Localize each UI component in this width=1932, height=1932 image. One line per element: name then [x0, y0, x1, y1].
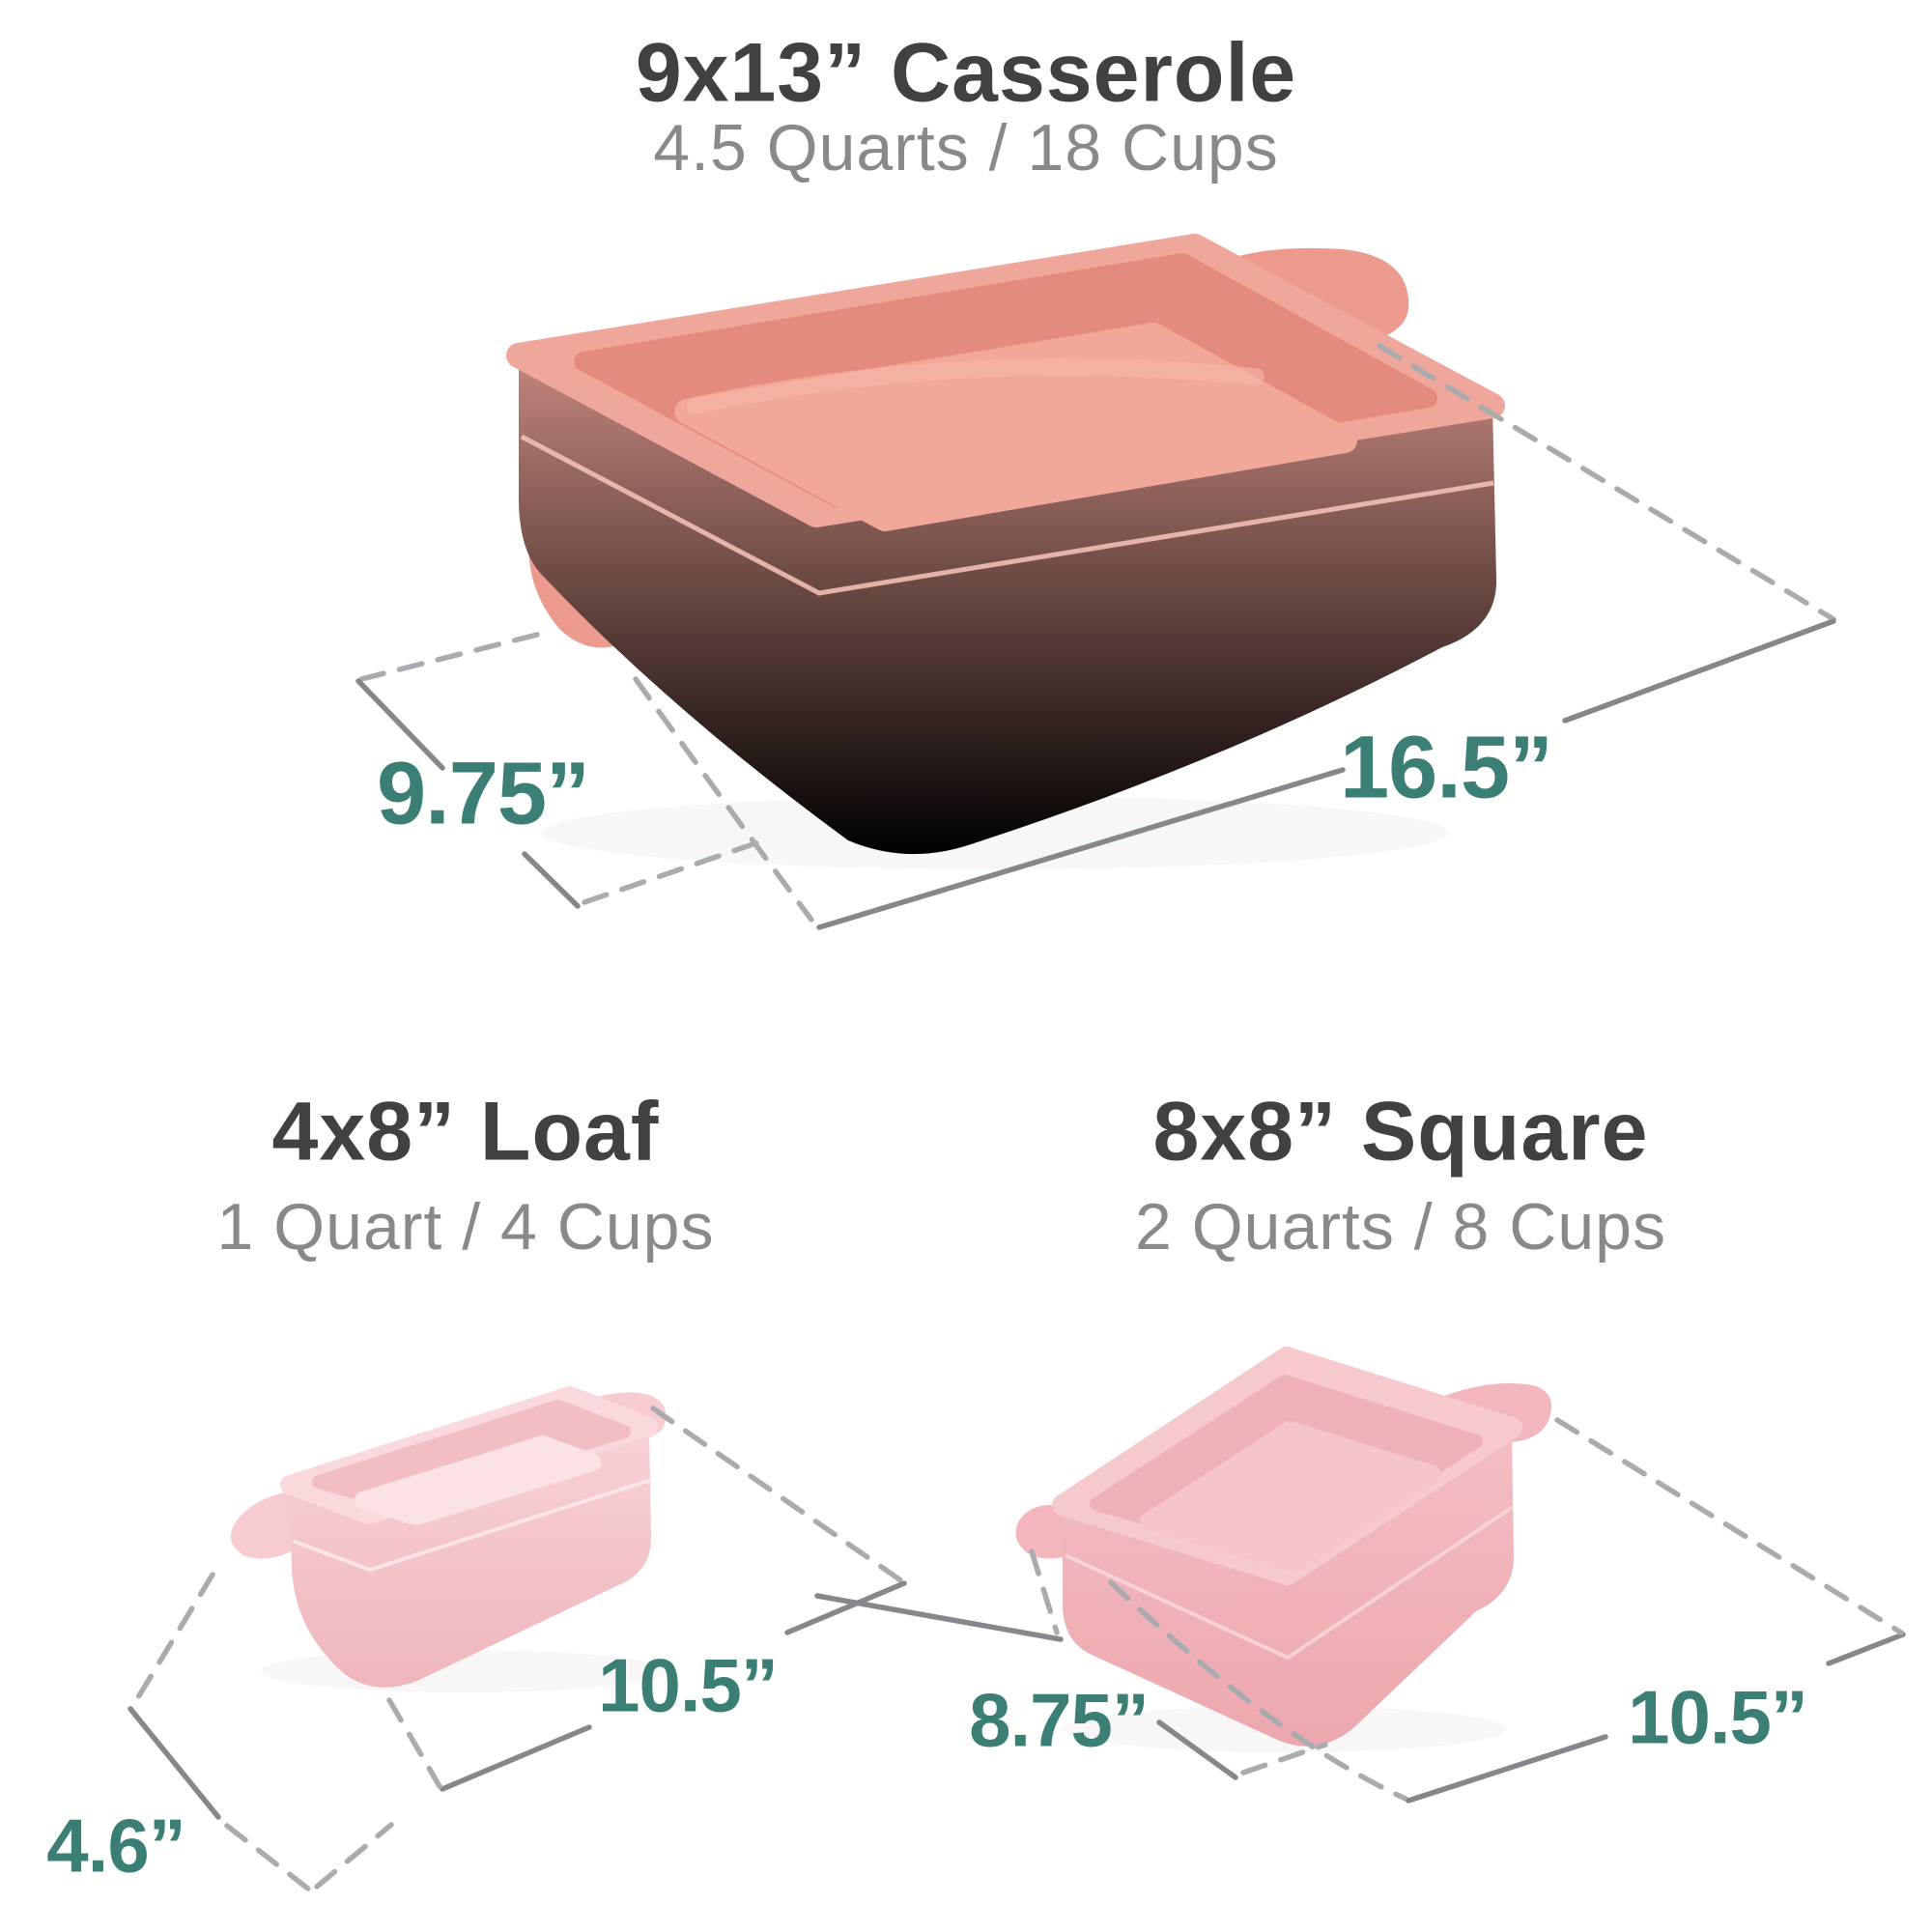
square-subtitle: 2 Quarts / 8 Cups — [1135, 1190, 1666, 1264]
loaf-front-extension-dash-left — [386, 1697, 442, 1789]
casserole-dimension-lines — [355, 343, 1836, 930]
loaf-dimension-lines — [128, 1406, 907, 1892]
loaf-side-dimension-dash-lower — [224, 1823, 312, 1892]
square-front-extension-dash-right — [1554, 1417, 1904, 1635]
loaf-side-extension-dash-top — [129, 1572, 215, 1710]
square-dimension-lines — [814, 1417, 1906, 1804]
square-rim-groove — [1065, 1505, 1515, 1661]
square-side-dimension-label: 8.75” — [969, 1677, 1150, 1763]
casserole-side-dimension-label: 9.75” — [376, 744, 590, 843]
square-front-dimension-label: 10.5” — [1628, 1674, 1808, 1760]
loaf-front-dimension-label: 10.5” — [598, 1642, 779, 1728]
loaf-dish-illustration — [230, 1386, 667, 1692]
square-side-dimension-line-upper — [814, 1593, 1064, 1642]
casserole-floor-highlight — [687, 358, 1264, 414]
casserole-side-dimension-line-upper — [355, 678, 445, 771]
casserole-front-dimension-line-left — [816, 767, 1346, 930]
casserole-front-dimension-label: 16.5” — [1339, 718, 1553, 817]
square-front-dimension-line-right — [1826, 1632, 1906, 1666]
loaf-side-dimension-label: 4.6” — [46, 1803, 185, 1889]
casserole-front-extension-dash-left — [633, 676, 814, 923]
casserole-title: 9x13” Casserole — [635, 26, 1297, 120]
loaf-front-dimension-line-right — [784, 1580, 907, 1635]
square-dish-illustration — [1015, 1347, 1551, 1752]
loaf-rim-groove — [292, 1478, 652, 1573]
casserole-side-dimension-line-lower — [522, 851, 581, 909]
loaf-title: 4x8” Loaf — [271, 1085, 660, 1179]
casserole-front-dimension-line-right — [1562, 618, 1836, 724]
loaf-subtitle: 1 Quart / 4 Cups — [216, 1190, 715, 1264]
square-cavity-floor — [1140, 1421, 1441, 1573]
casserole-front-extension-dash-right — [1377, 343, 1836, 622]
square-side-extension-dash-handle — [1029, 1548, 1060, 1635]
square-side-dimension-line-lower — [1156, 1719, 1238, 1780]
casserole-side-extension-dash-top — [358, 632, 540, 682]
loaf-side-extension-dash-bottom — [314, 1822, 394, 1889]
casserole-side-extension-dash-bottom — [582, 838, 764, 905]
loaf-front-extension-dash-right — [650, 1406, 905, 1584]
square-title: 8x8” Square — [1152, 1085, 1649, 1179]
loaf-side-dimension-line — [128, 1706, 221, 1820]
casserole-rim-groove — [520, 434, 1494, 596]
loaf-front-dimension-line-left — [440, 1724, 592, 1792]
square-front-extension-dash-left — [1108, 1579, 1408, 1802]
square-side-extension-dash-bottom — [1240, 1742, 1328, 1776]
loaf-cavity-floor — [355, 1435, 601, 1525]
casserole-subtitle: 4.5 Quarts / 18 Cups — [653, 111, 1279, 185]
square-front-dimension-line-left — [1406, 1734, 1608, 1804]
casserole-dish-illustration — [506, 234, 1505, 869]
